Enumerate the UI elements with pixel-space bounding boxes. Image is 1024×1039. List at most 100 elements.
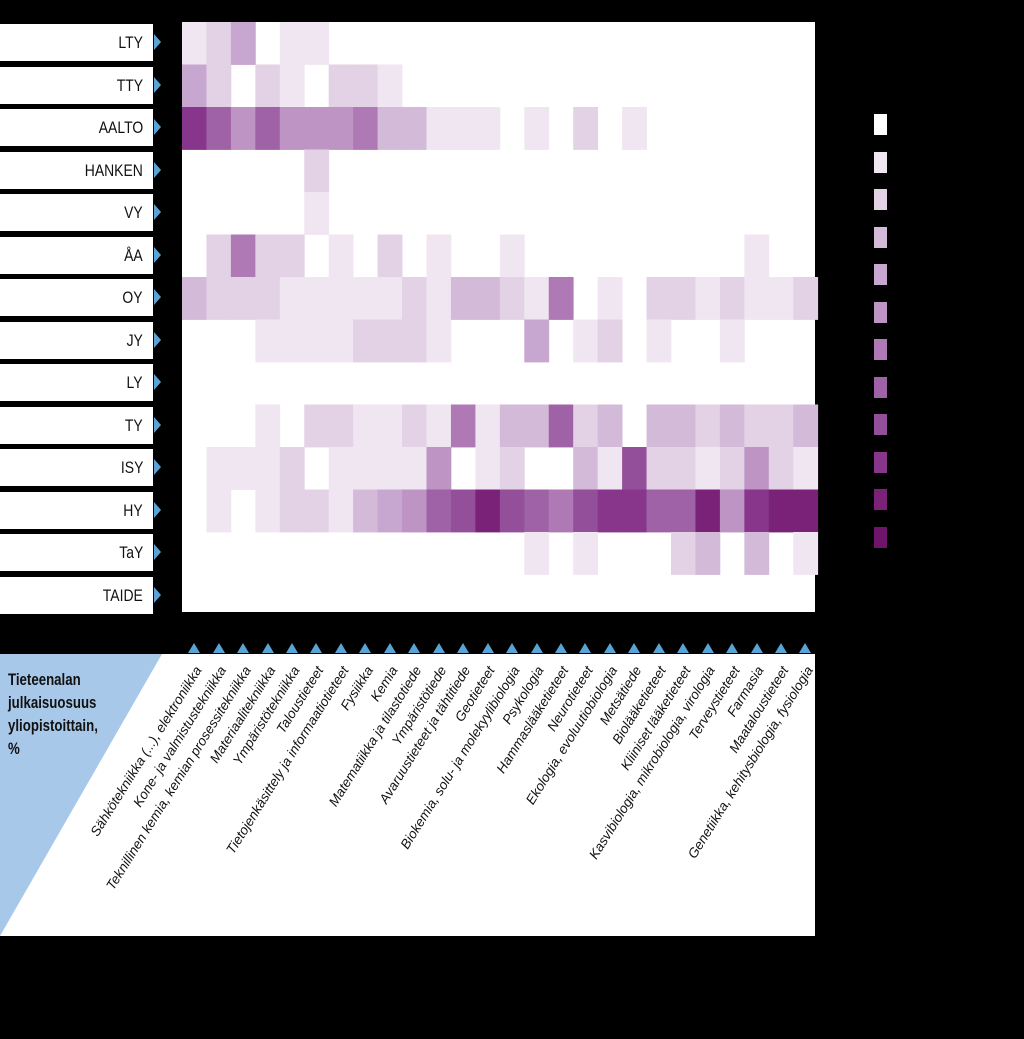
heatmap-cell <box>182 107 207 150</box>
heatmap-cell <box>573 319 599 363</box>
column-arrow-icon <box>628 643 641 653</box>
heatmap-cell <box>353 489 378 533</box>
heatmap-cell <box>279 319 305 363</box>
heatmap-cell <box>182 22 207 65</box>
heatmap-cell <box>377 319 403 363</box>
heatmap-cell <box>719 404 745 448</box>
heatmap-cell <box>328 489 354 533</box>
heatmap-cell <box>450 489 476 533</box>
column-arrow-icon <box>310 643 323 653</box>
heatmap-cell <box>353 404 378 448</box>
heatmap-cell <box>206 22 232 65</box>
title-accent-shape <box>0 654 162 936</box>
heatmap-cell <box>573 447 599 490</box>
row-label: TaY <box>118 543 143 562</box>
heatmap-cell <box>475 107 501 150</box>
heatmap-cell <box>744 404 770 448</box>
heatmap-cell <box>573 532 599 575</box>
heatmap-cell <box>255 277 281 320</box>
column-arrow-icon <box>750 643 763 653</box>
row-arrow-icon <box>154 246 161 263</box>
heatmap-cell <box>328 404 354 448</box>
heatmap-cell <box>548 277 574 320</box>
row-label: VY <box>124 203 143 222</box>
heatmap-cell <box>255 319 281 363</box>
row-label-tab: VY <box>0 194 153 231</box>
heatmap-cell <box>353 447 378 490</box>
row-arrow-icon <box>154 289 161 305</box>
row-label: ISY <box>120 458 143 477</box>
row-label-tab: ÅA <box>0 236 153 274</box>
heatmap-cell <box>671 447 696 490</box>
heatmap-cell <box>304 489 330 533</box>
heatmap-cell <box>622 489 647 533</box>
legend-swatch <box>874 414 887 435</box>
heatmap-cell <box>230 107 256 150</box>
legend-swatch <box>874 339 887 360</box>
heatmap-cell <box>573 489 599 533</box>
heatmap-cell <box>695 277 721 320</box>
heatmap-cell <box>230 234 256 278</box>
heatmap-cell <box>524 404 550 448</box>
heatmap-cell <box>695 447 721 490</box>
heatmap-cell <box>548 404 574 448</box>
heatmap-cell <box>377 107 403 150</box>
heatmap-cell <box>328 447 354 490</box>
column-arrow-icon <box>383 643 396 653</box>
heatmap-cell <box>573 107 599 150</box>
heatmap-cell <box>304 277 330 320</box>
row-arrow-icon <box>154 501 161 518</box>
heatmap-cell <box>524 532 550 575</box>
heatmap-cell <box>206 489 232 533</box>
row-label: OY <box>122 288 143 307</box>
heatmap-cell <box>524 489 550 533</box>
row-arrow-icon <box>154 204 161 220</box>
column-arrow-icon <box>554 643 567 653</box>
row-arrow-icon <box>154 76 161 93</box>
heatmap-cell <box>597 319 623 363</box>
column-arrow-icon <box>457 643 470 653</box>
row-label-tab: AALTO <box>0 109 153 146</box>
column-arrow-icon <box>701 643 714 653</box>
legend-swatch <box>874 264 887 285</box>
heatmap-cell <box>671 489 696 533</box>
heatmap-cell <box>695 404 721 448</box>
heatmap-cell <box>182 277 207 320</box>
row-arrow-icon <box>154 544 161 560</box>
heatmap-cell <box>328 107 354 150</box>
heatmap-cell <box>377 277 403 320</box>
heatmap-cell <box>402 277 427 320</box>
column-label-panel: Tieteenalan julkaisuosuus yliopistoittai… <box>0 654 815 936</box>
row-arrow-icon <box>154 161 161 178</box>
heatmap-cell <box>206 64 232 108</box>
heatmap-cell <box>230 447 256 490</box>
heatmap-cell <box>646 277 672 320</box>
heatmap-cell <box>304 192 330 235</box>
heatmap-cell <box>499 277 525 320</box>
heatmap-cell <box>695 532 721 575</box>
heatmap-cell <box>377 234 403 278</box>
heatmap-cell <box>499 489 525 533</box>
heatmap-cell <box>206 107 232 150</box>
heatmap-cell <box>548 489 574 533</box>
heatmap-cell <box>671 404 696 448</box>
heatmap-cell <box>719 489 745 533</box>
row-arrow-icon <box>154 374 161 390</box>
heatmap-cell <box>328 64 354 108</box>
row-label-tab: ISY <box>0 449 153 486</box>
heatmap-cell <box>304 22 330 65</box>
legend-swatch <box>874 489 887 510</box>
heatmap-cell <box>304 149 330 193</box>
heatmap-cell <box>279 107 305 150</box>
chart-title: Tieteenalan julkaisuosuus yliopistoittai… <box>8 670 98 758</box>
heatmap-cell <box>499 447 525 490</box>
heatmap-cell <box>622 447 647 490</box>
row-arrow-icon <box>154 331 161 348</box>
heatmap-cell <box>475 489 501 533</box>
column-arrow-icon <box>212 643 225 653</box>
row-label: HANKEN <box>84 160 143 180</box>
heatmap-cell <box>353 64 378 108</box>
heatmap-cell <box>402 447 427 490</box>
heatmap-cell <box>328 277 354 320</box>
heatmap-cell <box>328 319 354 363</box>
